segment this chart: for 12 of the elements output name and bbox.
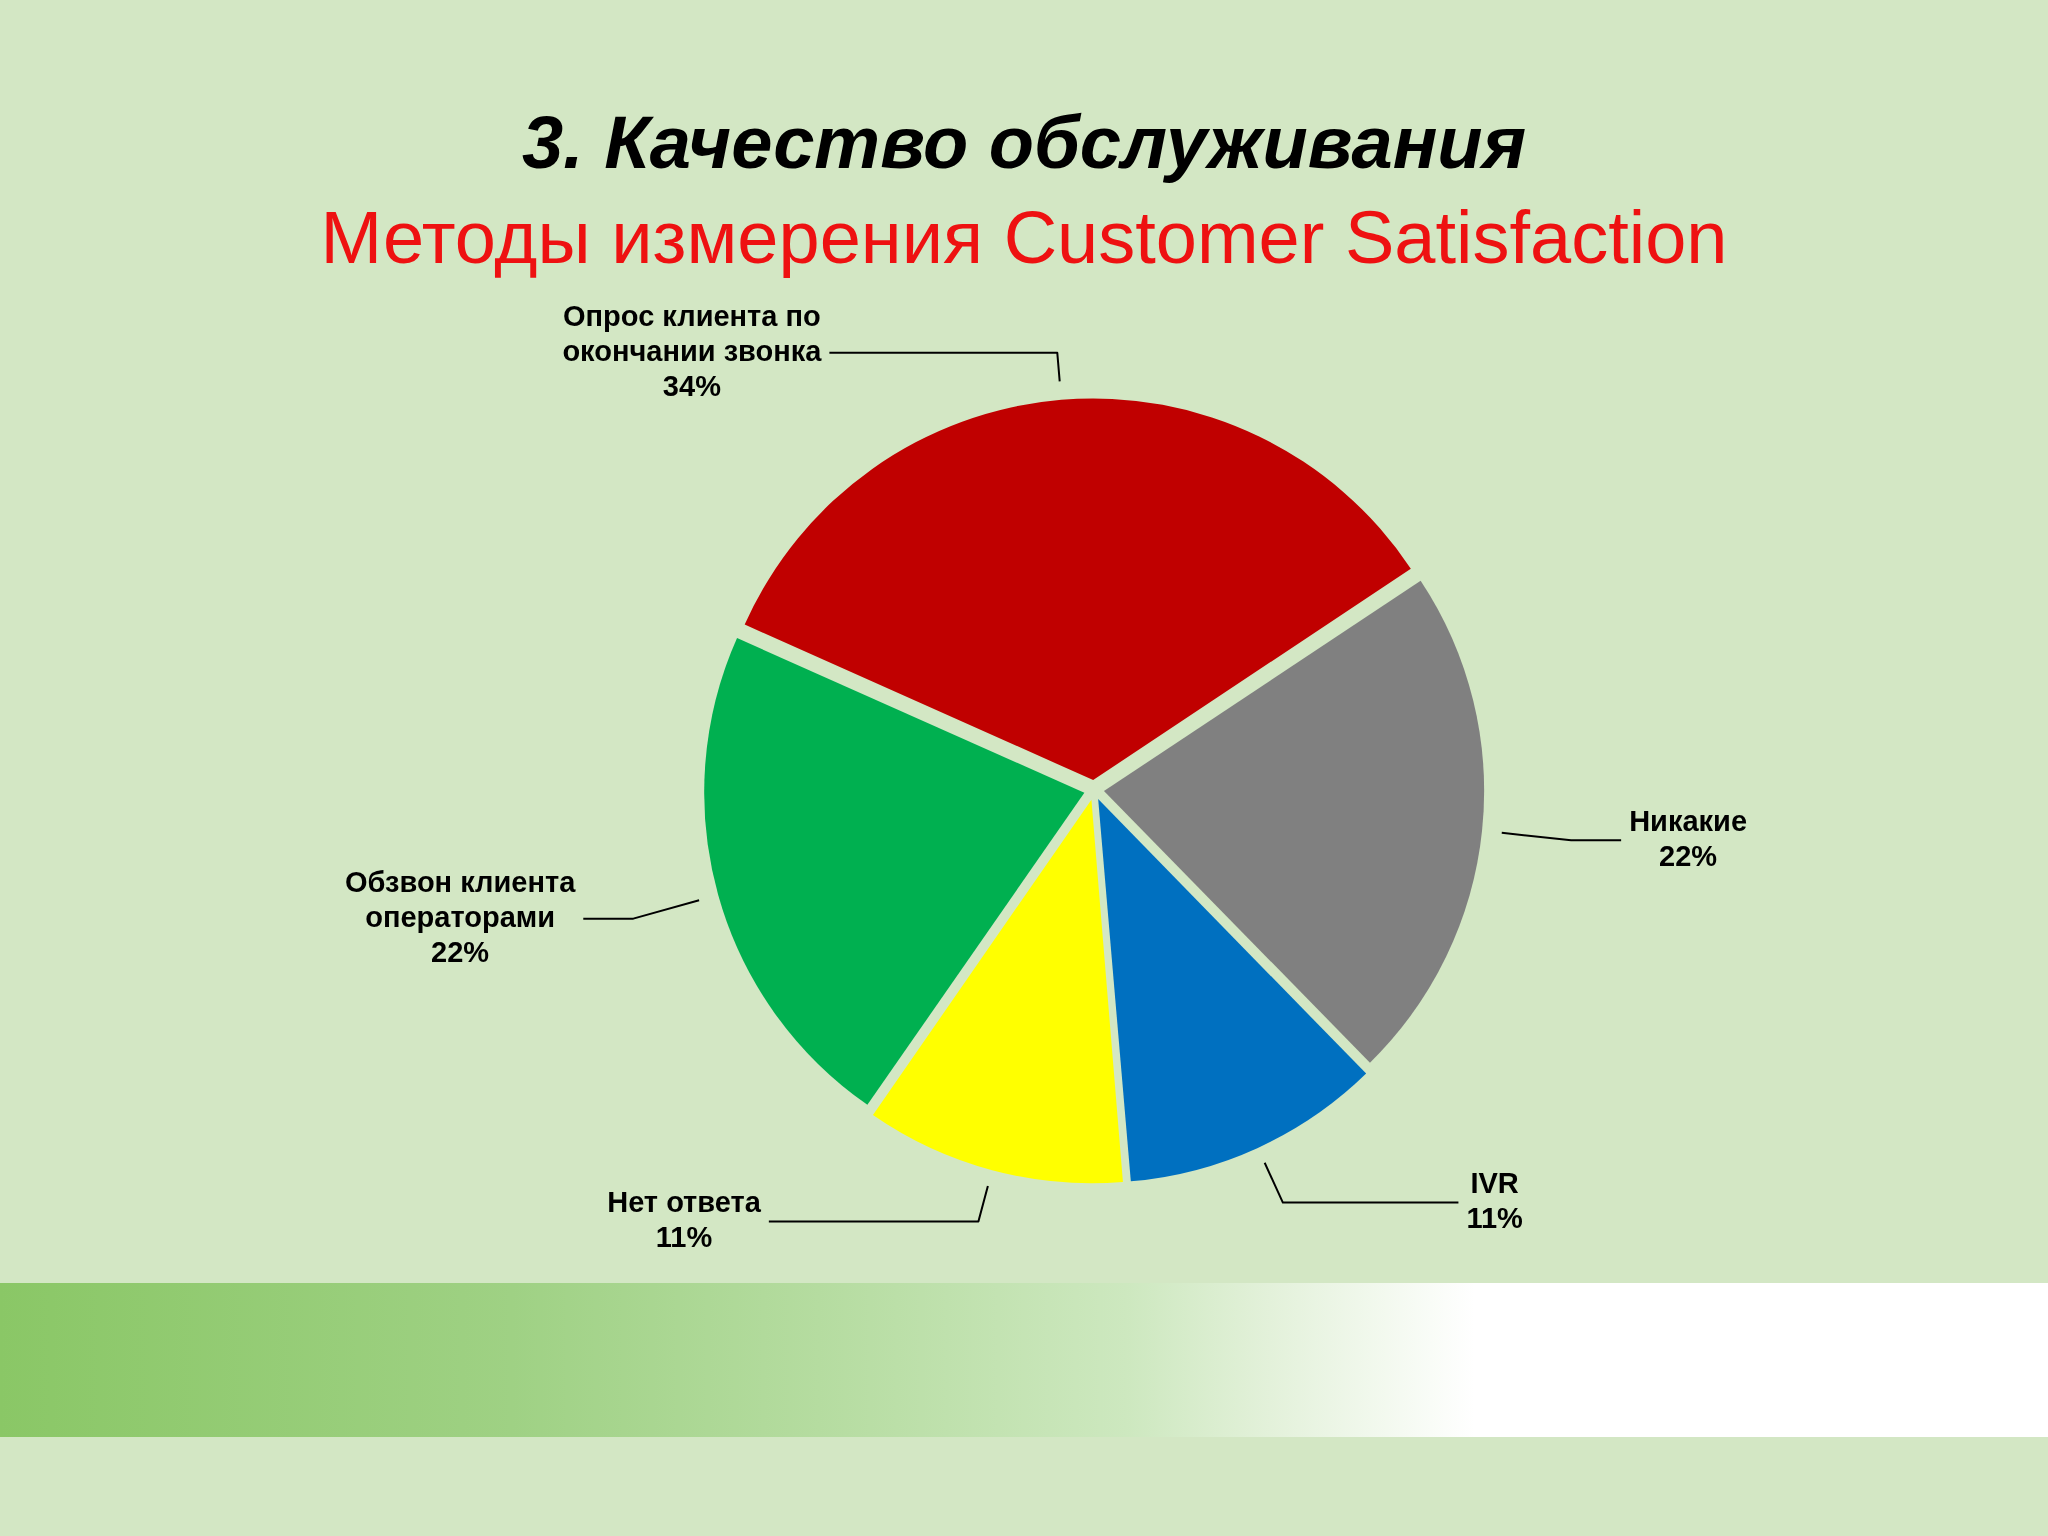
data-label: 34% bbox=[662, 369, 722, 402]
data-label: 22% bbox=[1659, 839, 1718, 872]
data-label: 11% bbox=[1466, 1202, 1524, 1235]
slice-label: Никакие bbox=[1629, 804, 1748, 837]
slice-label: IVR bbox=[1470, 1167, 1519, 1200]
slice-label: Опрос клиента по окончании звонка bbox=[562, 299, 823, 367]
data-label: 11% bbox=[655, 1220, 713, 1253]
slice-label: Нет ответа bbox=[607, 1185, 762, 1218]
chart-title: 3. Качество обслуживания bbox=[521, 100, 1527, 184]
slice-label: Обзвон клиента операторами bbox=[344, 865, 577, 933]
data-label: 22% bbox=[431, 935, 490, 968]
chart-subtitle: Методы измерения Customer Satisfaction bbox=[320, 195, 1728, 279]
